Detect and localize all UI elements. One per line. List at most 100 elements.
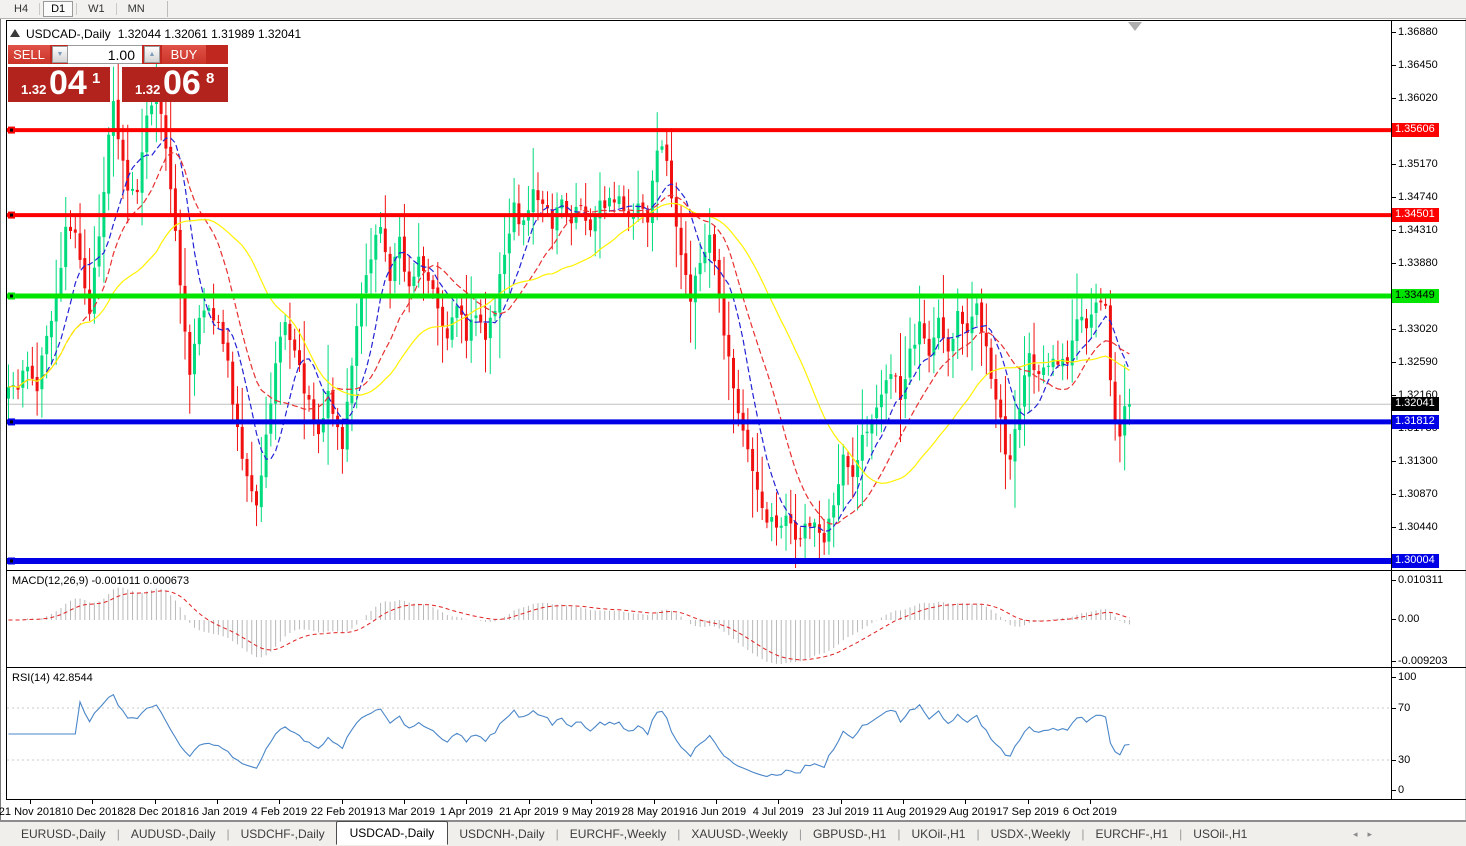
date-axis-label: 16 Jun 2019 (685, 806, 747, 818)
price-axis-label: 1.33020 (1398, 323, 1438, 335)
date-axis-label: 9 May 2019 (562, 806, 620, 818)
tabs-scroll-right-icon[interactable]: ▸ (1367, 829, 1382, 839)
date-axis-label: 4 Jul 2019 (752, 806, 804, 818)
collapse-panel-icon[interactable] (10, 29, 20, 37)
date-axis-label: 29 Aug 2019 (934, 806, 997, 818)
chart-shift-icon[interactable] (1128, 22, 1142, 31)
tabs-scroll-left-icon[interactable]: ◂ (1352, 829, 1368, 839)
timeframe-button-h4[interactable]: H4 (14, 3, 29, 15)
toolbar-separator (166, 1, 168, 17)
macd-axis-tick (1392, 661, 1396, 662)
volume-input[interactable] (68, 45, 142, 64)
rsi-axis-tick (1392, 790, 1396, 791)
tab-xauusd-weekly[interactable]: XAUUSD-,Weekly (691, 827, 788, 841)
tab-eurchf-h1[interactable]: EURCHF-,H1 (1095, 827, 1169, 841)
sell-button[interactable]: SELL (8, 45, 50, 64)
date-axis-label: 11 Aug 2019 (872, 806, 934, 818)
tab-separator: | (677, 827, 681, 841)
buy-button[interactable]: BUY (162, 45, 206, 64)
tab-eurchf-weekly[interactable]: EURCHF-,Weekly (569, 827, 667, 841)
price-axis-label: 1.30440 (1398, 521, 1438, 534)
date-axis-label: 23 Jul 2019 (812, 806, 869, 818)
rsi-axis-label: 0 (1398, 784, 1405, 796)
volume-decrease-button[interactable]: ▼ (52, 46, 68, 63)
tab-usdx-weekly[interactable]: USDX-,Weekly (990, 827, 1071, 841)
axis-separator (1391, 799, 1466, 800)
price-axis-tick (1392, 32, 1396, 34)
buy-price-box[interactable]: 1.32 06 8 (122, 64, 228, 102)
macd-axis-tick (1392, 580, 1396, 581)
price-axis-tick (1392, 163, 1396, 165)
sell-price-big: 04 (49, 64, 87, 102)
axis-separator (1391, 570, 1466, 571)
date-axis-label: 4 Feb 2019 (251, 806, 308, 818)
price-axis-label: 1.36880 (1398, 26, 1438, 39)
chart-symbol-period: USDCAD-,Daily (26, 27, 111, 41)
date-axis-tick (653, 800, 655, 804)
tab-audusd-daily[interactable]: AUDUSD-,Daily (130, 827, 216, 841)
tab-separator: | (976, 827, 980, 841)
macd-signal-line (8, 590, 1130, 661)
volume-increase-button[interactable]: ▲ (144, 46, 160, 63)
rsi-label: RSI(14) 42.8544 (12, 672, 93, 684)
tab-separator: | (555, 827, 559, 841)
moving-average-8 (8, 137, 1130, 532)
arrow-up-icon: ▲ (148, 51, 156, 58)
window-bottom-frame (0, 820, 1466, 821)
rsi-chart (7, 693, 1391, 778)
price-axis-tick (1392, 461, 1396, 463)
tab-separator: | (1081, 827, 1085, 841)
date-axis-label: 28 May 2019 (621, 806, 686, 818)
price-axis-label: 1.34310 (1398, 223, 1438, 236)
timeframe-button-d1[interactable]: D1 (43, 1, 74, 17)
window-left-frame (0, 19, 6, 821)
macd-pane (6, 570, 1392, 668)
horizontal-lines[interactable] (7, 126, 1391, 565)
date-axis-tick (466, 800, 468, 804)
toolbar-separator (76, 3, 78, 15)
date-axis-tick (217, 800, 219, 804)
rsi-pane (6, 667, 1392, 800)
price-axis-label: 1.31300 (1398, 455, 1438, 468)
date-axis-label: 21 Apr 2019 (499, 806, 559, 818)
date-axis-label: 6 Oct 2019 (1063, 806, 1117, 818)
tab-eurusd-daily[interactable]: EURUSD-,Daily (21, 827, 106, 841)
macd-chart (8, 587, 1130, 664)
tab-usdcnh-daily[interactable]: USDCNH-,Daily (459, 827, 545, 841)
toolbar-separator (39, 3, 41, 15)
sell-price-base: 1.32 (21, 82, 47, 97)
date-axis-tick (1089, 800, 1091, 804)
rsi-line (8, 693, 1130, 778)
macd-axis-label: 0.010311 (1398, 574, 1444, 586)
price-badge-1.33449: 1.33449 (1392, 289, 1439, 303)
price-badge-1.34501: 1.34501 (1392, 208, 1439, 223)
chart-ohlc-quotes: 1.32044 1.32061 1.31989 1.32041 (117, 27, 302, 41)
date-axis-label: 1 Apr 2019 (439, 806, 494, 818)
price-axis-tick (1392, 329, 1396, 330)
price-axis-tick (1392, 229, 1396, 231)
tab-usoil-h1[interactable]: USOil-,H1 (1193, 827, 1248, 841)
timeframe-button-w1[interactable]: W1 (88, 3, 105, 15)
tab-usdchf-daily[interactable]: USDCHF-,Daily (240, 827, 325, 841)
macd-axis-tick (1392, 619, 1396, 620)
sell-price-box[interactable]: 1.32 04 1 (8, 64, 110, 102)
price-axis-tick (1392, 196, 1396, 198)
price-badge-1.30004: 1.30004 (1392, 554, 1439, 568)
date-axis-tick (591, 800, 593, 804)
rsi-axis-tick (1392, 677, 1396, 678)
tab-gbpusd-h1[interactable]: GBPUSD-,H1 (812, 827, 887, 841)
buy-price-sup: 8 (206, 70, 215, 87)
macd-histogram (12, 587, 1130, 664)
tab-ukoil-h1[interactable]: UKOil-,H1 (911, 827, 966, 841)
date-axis-tick (840, 800, 842, 804)
macd-axis-label: 0.00 (1398, 613, 1420, 625)
tab-usdcad-daily[interactable]: USDCAD-,Daily (335, 821, 449, 845)
axis-separator (1391, 20, 1466, 21)
timeframe-button-mn[interactable]: MN (127, 3, 145, 15)
date-axis-tick (404, 800, 406, 804)
moving-average-32 (8, 202, 1130, 484)
date-axis-tick (341, 800, 343, 804)
price-axis-label: 1.36020 (1398, 92, 1438, 105)
buy-price-big: 06 (163, 64, 201, 102)
